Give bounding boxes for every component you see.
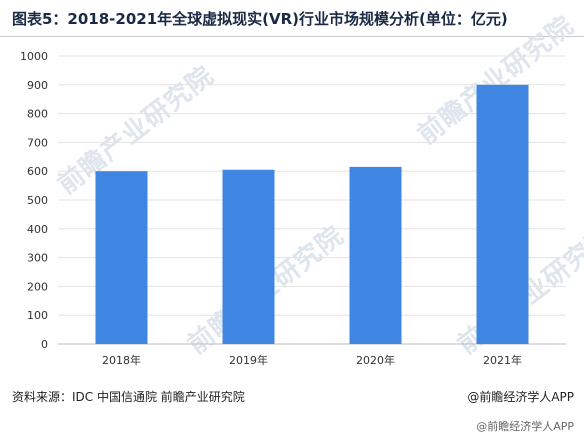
bar <box>222 169 275 344</box>
y-tick-label: 200 <box>27 280 48 293</box>
bar <box>476 84 529 345</box>
bar <box>95 171 148 344</box>
y-tick-label: 400 <box>27 223 48 236</box>
x-tick-label: 2020年 <box>356 353 395 367</box>
y-tick-label: 500 <box>27 194 48 207</box>
brand-label: @前瞻经济学人APP <box>467 390 574 404</box>
bar <box>349 166 402 344</box>
y-tick-label: 600 <box>27 165 48 178</box>
x-tick-label: 2019年 <box>229 353 268 367</box>
y-tick-label: 800 <box>27 108 48 121</box>
source-note: 资料来源：IDC 中国信通院 前瞻产业研究院 <box>12 390 245 404</box>
y-tick-label: 0 <box>41 338 48 351</box>
chart-title: 图表5：2018-2021年全球虚拟现实(VR)行业市场规模分析(单位：亿元) <box>12 10 508 28</box>
bottom-watermark: @前瞻经济学人APP <box>476 420 574 433</box>
y-tick-label: 900 <box>27 79 48 92</box>
y-tick-label: 1000 <box>20 50 48 63</box>
y-tick-label: 700 <box>27 136 48 149</box>
title-divider <box>0 36 584 37</box>
x-tick-label: 2018年 <box>102 353 141 367</box>
y-tick-label: 300 <box>27 252 48 265</box>
y-tick-label: 100 <box>27 309 48 322</box>
x-tick-label: 2021年 <box>483 353 522 367</box>
bar-chart: 0 100 200 300 400 500 600 700 800 900 1000 2018年 201… <box>20 50 566 367</box>
